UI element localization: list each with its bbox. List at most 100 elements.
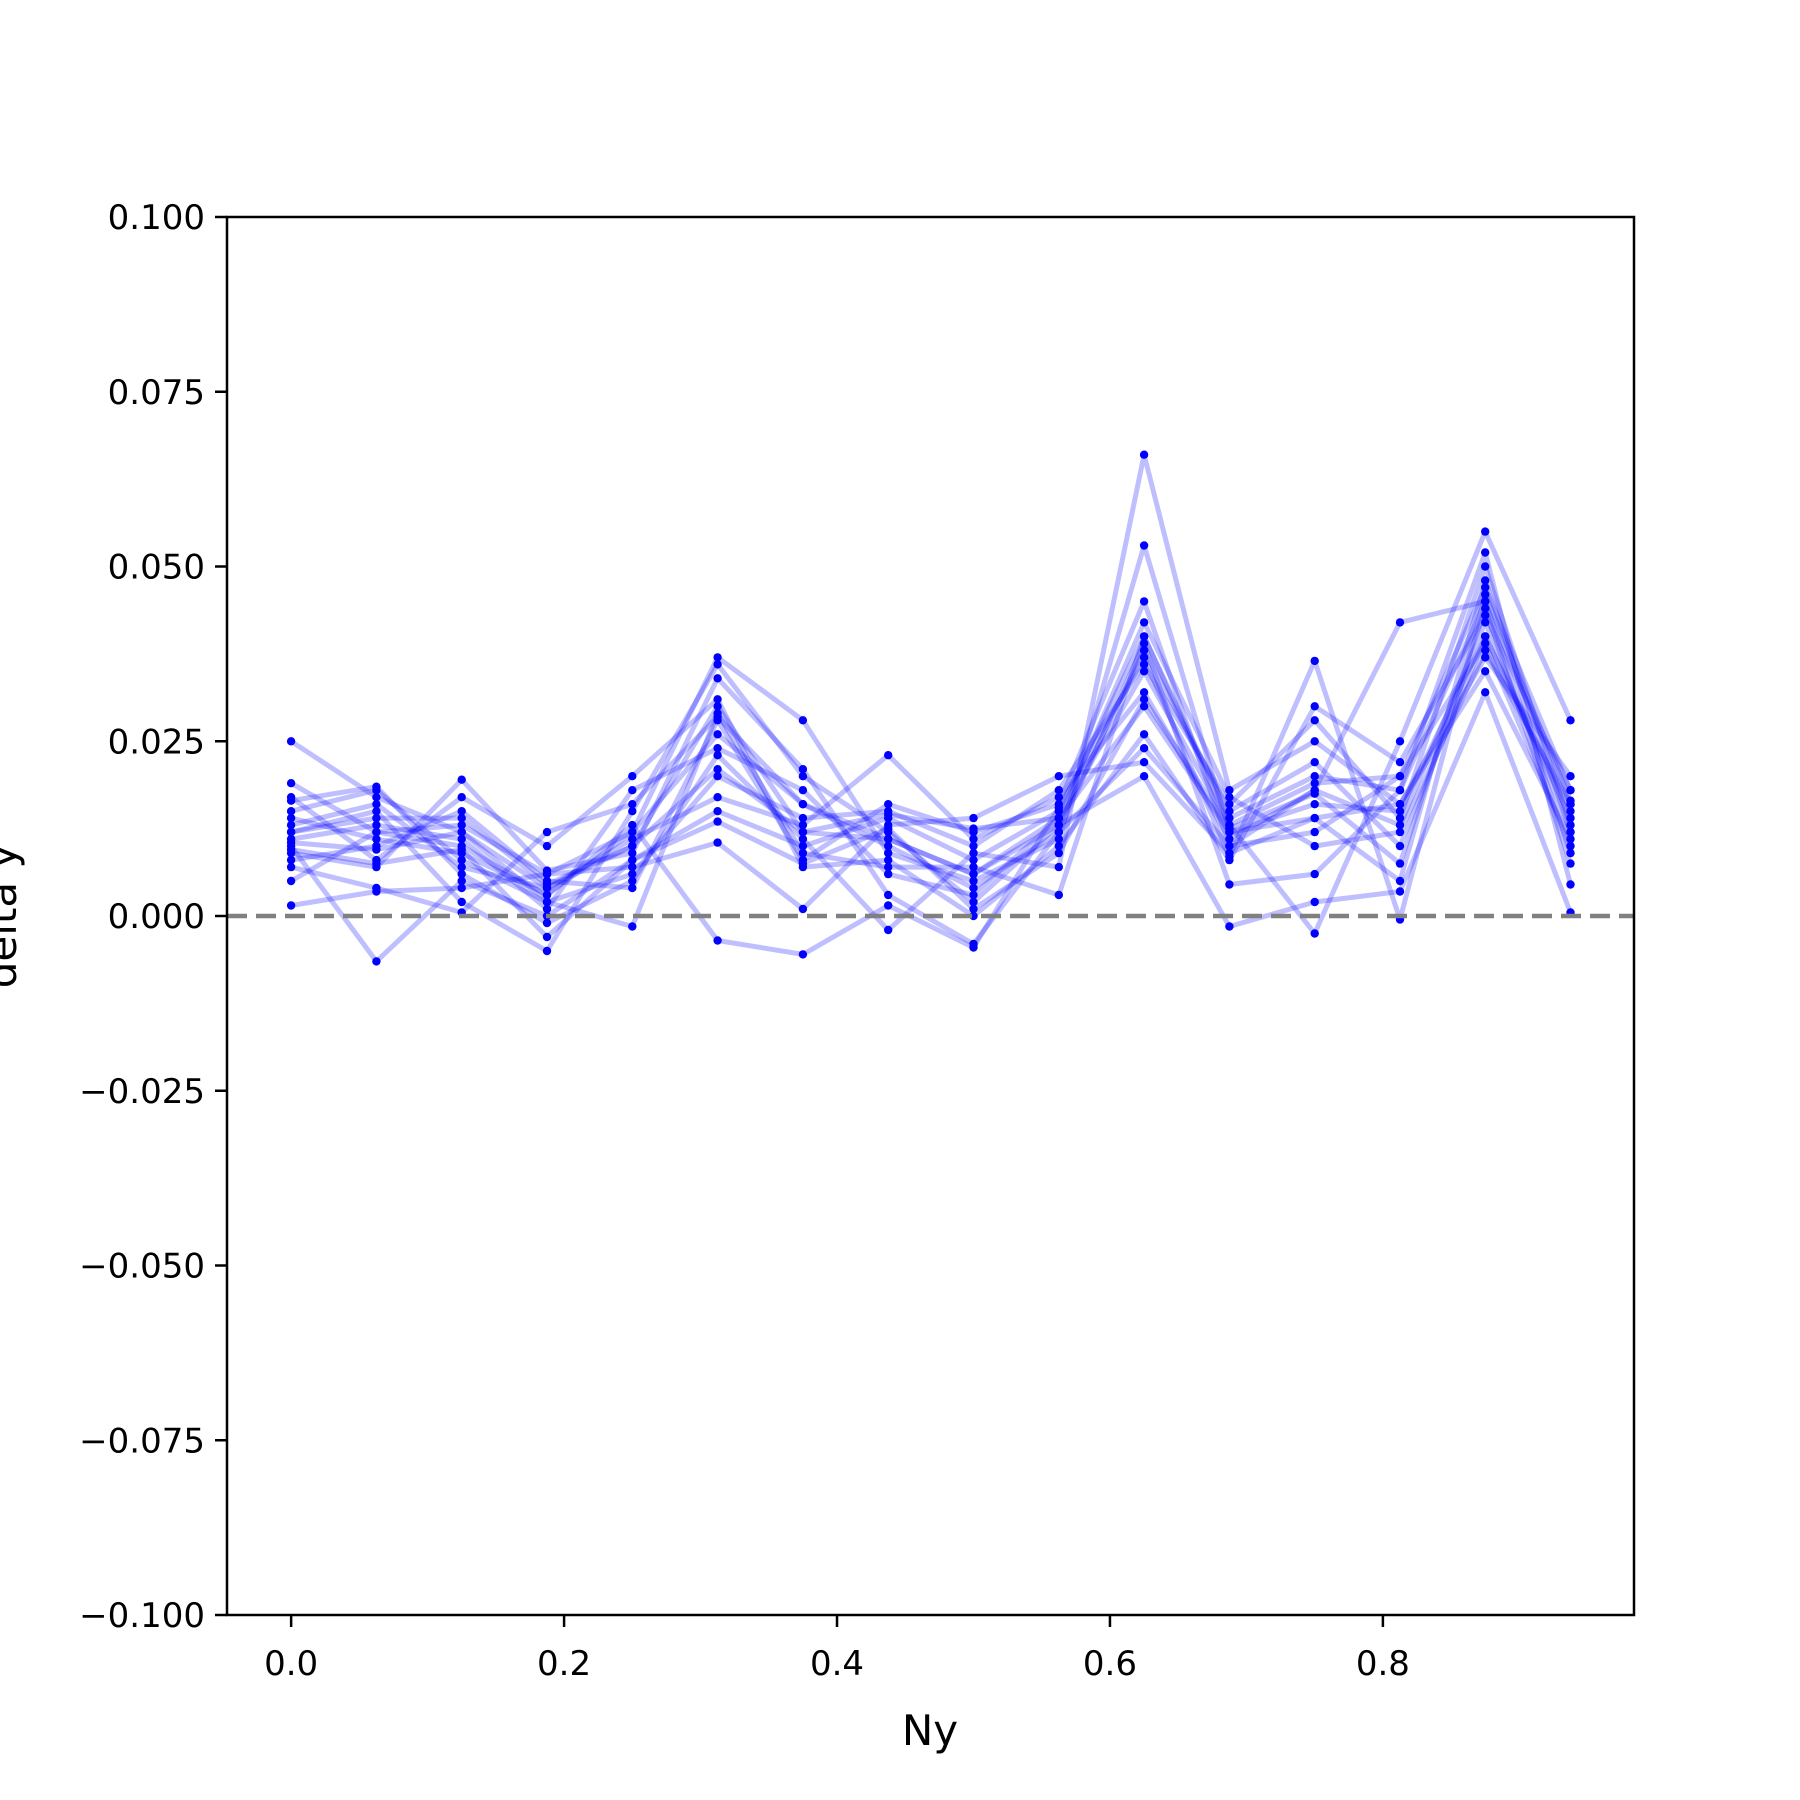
- data-point: [1566, 807, 1575, 816]
- data-point: [1395, 876, 1405, 886]
- data-point: [1225, 922, 1234, 931]
- y-tick-label: 0.100: [108, 198, 205, 238]
- data-point: [713, 772, 722, 781]
- data-point: [1395, 887, 1405, 896]
- data-point: [628, 848, 637, 858]
- data-point: [884, 848, 893, 858]
- data-point: [542, 890, 552, 900]
- data-point: [1481, 527, 1490, 536]
- data-point: [713, 793, 722, 802]
- data-point: [1395, 800, 1405, 809]
- data-point: [1481, 590, 1490, 599]
- data-point: [628, 807, 637, 816]
- data-point: [1139, 632, 1149, 641]
- data-point: [542, 904, 552, 914]
- data-point: [1395, 813, 1405, 823]
- data-point: [1566, 841, 1575, 851]
- data-point: [1481, 618, 1490, 627]
- data-point: [628, 883, 637, 893]
- data-point: [1139, 618, 1149, 627]
- series-line-17: [290, 640, 1573, 887]
- data-point: [1225, 852, 1234, 861]
- data-point: [372, 782, 381, 791]
- data-point: [969, 890, 978, 900]
- data-point: [798, 786, 808, 795]
- data-point: [1225, 800, 1234, 809]
- data-point: [1310, 779, 1319, 788]
- data-point: [286, 845, 296, 854]
- data-point: [1054, 841, 1064, 851]
- data-point: [713, 730, 722, 739]
- y-tick-label: −0.100: [79, 1596, 205, 1636]
- data-point: [1310, 841, 1319, 851]
- data-point: [713, 709, 722, 718]
- data-point: [1054, 834, 1064, 844]
- series-line-13: [290, 452, 1573, 933]
- data-point: [628, 786, 637, 795]
- data-point: [713, 695, 722, 704]
- data-point: [1310, 716, 1319, 725]
- data-point: [286, 737, 296, 746]
- data-point: [713, 653, 722, 662]
- data-point: [1395, 807, 1405, 816]
- series-line-2: [289, 619, 1573, 898]
- data-point: [884, 862, 893, 872]
- data-point: [884, 925, 893, 935]
- series-layer: [286, 450, 1575, 966]
- y-tick-label: 0.050: [108, 548, 205, 588]
- data-point: [798, 848, 808, 858]
- data-point: [457, 883, 466, 893]
- data-point: [286, 862, 296, 872]
- data-point: [1310, 656, 1319, 666]
- data-point: [884, 841, 893, 851]
- data-point: [628, 862, 637, 872]
- data-point: [286, 901, 296, 910]
- data-point: [628, 841, 637, 851]
- data-point: [457, 897, 466, 907]
- data-point: [1395, 618, 1405, 627]
- series-line-5: [290, 585, 1573, 891]
- data-point: [884, 855, 893, 865]
- data-point: [1225, 834, 1234, 844]
- data-point: [884, 810, 893, 819]
- data-point: [1225, 813, 1234, 823]
- plot-frame: [225, 215, 1636, 1617]
- data-point: [1566, 859, 1575, 868]
- data-point: [628, 869, 637, 879]
- data-point: [372, 800, 381, 809]
- data-point: [969, 876, 978, 886]
- data-point: [1481, 632, 1490, 641]
- data-point: [1310, 789, 1319, 798]
- data-point: [1481, 576, 1490, 585]
- data-point: [969, 862, 978, 872]
- data-point: [1481, 646, 1490, 655]
- series-line-12: [290, 550, 1573, 947]
- x-axis-label: Ny: [902, 1706, 958, 1755]
- data-point: [1395, 772, 1405, 781]
- data-point: [969, 943, 978, 952]
- data-point: [969, 855, 978, 865]
- data-point: [372, 845, 381, 854]
- data-point: [457, 834, 466, 844]
- data-point: [969, 813, 978, 823]
- data-point: [1139, 695, 1149, 704]
- y-tick-label: 0.075: [108, 373, 205, 413]
- data-point: [713, 817, 722, 826]
- data-point: [713, 660, 722, 669]
- series-line-6: [290, 564, 1573, 905]
- data-point: [1310, 772, 1319, 781]
- data-point: [372, 827, 381, 837]
- data-point: [372, 834, 381, 844]
- data-point: [969, 834, 978, 844]
- data-point: [1054, 820, 1064, 830]
- data-point: [457, 813, 466, 823]
- data-point: [1310, 827, 1319, 837]
- data-point: [1566, 796, 1575, 805]
- data-point: [542, 866, 552, 875]
- data-point: [542, 918, 552, 928]
- data-point: [1395, 841, 1405, 851]
- series-line-10: [290, 598, 1573, 891]
- data-point: [1481, 688, 1490, 697]
- data-point: [542, 880, 552, 889]
- data-point: [1139, 688, 1149, 697]
